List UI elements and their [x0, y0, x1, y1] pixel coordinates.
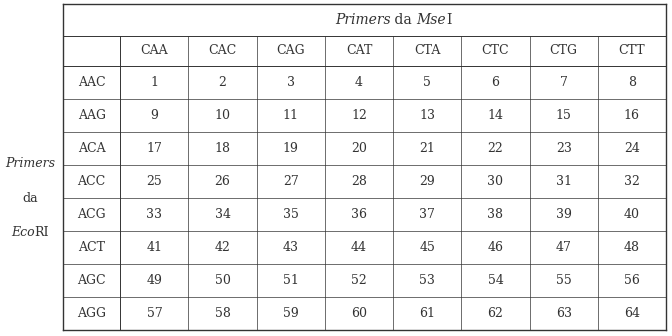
Text: 58: 58: [214, 307, 230, 320]
Text: Mse: Mse: [417, 13, 446, 27]
Text: 18: 18: [214, 142, 230, 155]
Text: CTG: CTG: [550, 44, 578, 57]
Text: Eco: Eco: [11, 226, 34, 239]
Text: 44: 44: [351, 241, 367, 254]
Text: 10: 10: [214, 109, 230, 122]
Text: 5: 5: [423, 76, 431, 89]
Text: 43: 43: [283, 241, 299, 254]
Text: ACG: ACG: [77, 208, 106, 221]
Text: 40: 40: [624, 208, 640, 221]
Text: 11: 11: [283, 109, 299, 122]
Text: 50: 50: [214, 274, 230, 287]
Text: 25: 25: [146, 175, 162, 188]
Text: 33: 33: [146, 208, 163, 221]
Text: 53: 53: [419, 274, 435, 287]
Text: 41: 41: [146, 241, 163, 254]
Text: 24: 24: [624, 142, 640, 155]
Text: 37: 37: [419, 208, 435, 221]
Text: 9: 9: [151, 109, 159, 122]
Text: 19: 19: [283, 142, 299, 155]
Text: 57: 57: [146, 307, 162, 320]
Text: 64: 64: [624, 307, 640, 320]
Text: AGG: AGG: [77, 307, 106, 320]
Text: 21: 21: [419, 142, 435, 155]
Text: 28: 28: [351, 175, 367, 188]
Text: Primers: Primers: [335, 13, 390, 27]
Text: 27: 27: [283, 175, 298, 188]
Text: 31: 31: [556, 175, 572, 188]
Text: 49: 49: [146, 274, 163, 287]
Text: 46: 46: [487, 241, 503, 254]
Text: I: I: [446, 13, 452, 27]
Text: 14: 14: [487, 109, 503, 122]
Text: CTC: CTC: [482, 44, 509, 57]
Text: 20: 20: [351, 142, 367, 155]
Text: 35: 35: [283, 208, 299, 221]
Text: RI: RI: [34, 226, 49, 239]
Text: CAA: CAA: [140, 44, 168, 57]
Text: 16: 16: [624, 109, 640, 122]
Text: 4: 4: [355, 76, 363, 89]
Text: 36: 36: [351, 208, 367, 221]
Text: 26: 26: [214, 175, 230, 188]
Text: 34: 34: [214, 208, 230, 221]
Text: CAT: CAT: [346, 44, 372, 57]
Text: CAC: CAC: [208, 44, 237, 57]
Text: 29: 29: [419, 175, 435, 188]
Text: CTA: CTA: [414, 44, 440, 57]
Text: Primers: Primers: [5, 157, 55, 170]
Text: AAC: AAC: [78, 76, 106, 89]
Text: 22: 22: [488, 142, 503, 155]
Text: 2: 2: [218, 76, 226, 89]
Text: 48: 48: [624, 241, 640, 254]
Text: 32: 32: [624, 175, 640, 188]
Text: 3: 3: [287, 76, 295, 89]
Text: 23: 23: [556, 142, 572, 155]
Text: da: da: [390, 13, 417, 27]
Text: 15: 15: [556, 109, 572, 122]
Text: CTT: CTT: [619, 44, 645, 57]
Text: 39: 39: [556, 208, 572, 221]
Text: 59: 59: [283, 307, 298, 320]
Text: 47: 47: [556, 241, 572, 254]
Text: 12: 12: [351, 109, 367, 122]
Text: AAG: AAG: [78, 109, 106, 122]
Text: AGC: AGC: [77, 274, 106, 287]
Text: 45: 45: [419, 241, 435, 254]
Text: 60: 60: [351, 307, 367, 320]
Text: ACC: ACC: [77, 175, 106, 188]
Text: 42: 42: [214, 241, 230, 254]
Text: CAG: CAG: [276, 44, 305, 57]
Text: 13: 13: [419, 109, 435, 122]
Text: 56: 56: [624, 274, 640, 287]
Text: 38: 38: [487, 208, 503, 221]
Text: 7: 7: [560, 76, 568, 89]
Text: 61: 61: [419, 307, 435, 320]
Text: ACT: ACT: [78, 241, 105, 254]
Text: 52: 52: [351, 274, 367, 287]
Text: 17: 17: [146, 142, 163, 155]
Text: ACA: ACA: [78, 142, 106, 155]
Text: 54: 54: [487, 274, 503, 287]
Text: 6: 6: [491, 76, 499, 89]
Text: 51: 51: [283, 274, 299, 287]
Text: 8: 8: [628, 76, 636, 89]
Text: 55: 55: [556, 274, 572, 287]
Text: 30: 30: [487, 175, 503, 188]
Text: da: da: [22, 192, 38, 205]
Text: 1: 1: [151, 76, 159, 89]
Text: 63: 63: [556, 307, 572, 320]
Text: 62: 62: [487, 307, 503, 320]
